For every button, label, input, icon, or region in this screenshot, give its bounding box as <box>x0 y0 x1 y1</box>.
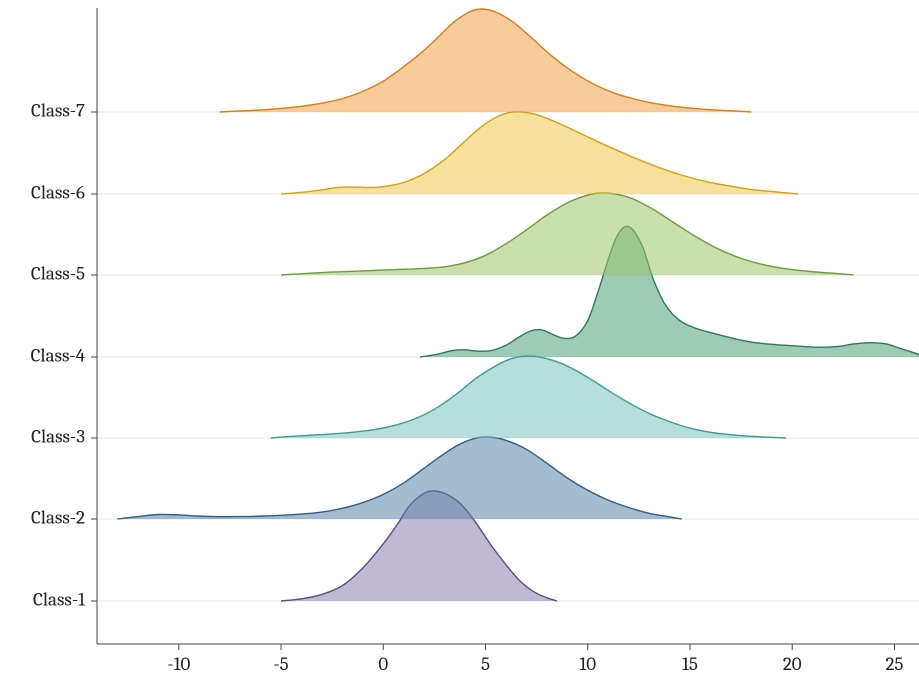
y-label-Class-5: Class-5 <box>31 262 85 284</box>
ridge-chart-svg: Class-1 Class-2 Class-3 Class-4 Class-5 Class… <box>0 0 919 692</box>
ridge-fill-Class-5 <box>281 193 854 275</box>
x-label--5: -5 <box>273 653 288 675</box>
ridge-chart-container: Class-1 Class-2 Class-3 Class-4 Class-5 Class… <box>0 0 919 692</box>
y-label-Class-1: Class-1 <box>33 588 86 610</box>
ridge-fill-Class-3 <box>271 356 786 438</box>
y-label-Class-4: Class-4 <box>31 344 86 366</box>
x-label-5: 5 <box>481 653 490 675</box>
x-label-15: 15 <box>682 653 698 675</box>
y-label-Class-3: Class-3 <box>31 425 85 447</box>
y-label-Class-2: Class-2 <box>31 506 85 528</box>
y-label-Class-6: Class-6 <box>31 181 85 203</box>
ridge-fill-Class-2 <box>117 437 681 519</box>
ridge-fill-Class-6 <box>281 112 798 194</box>
x-label-25: 25 <box>885 653 903 675</box>
x-label-0: 0 <box>378 653 388 675</box>
x-label-10: 10 <box>579 653 596 675</box>
y-label-Class-7: Class-7 <box>31 99 85 121</box>
ridges-group <box>117 9 919 601</box>
x-label--10: -10 <box>167 653 190 675</box>
x-label-20: 20 <box>783 653 802 675</box>
ridge-fill-Class-7 <box>220 9 752 112</box>
